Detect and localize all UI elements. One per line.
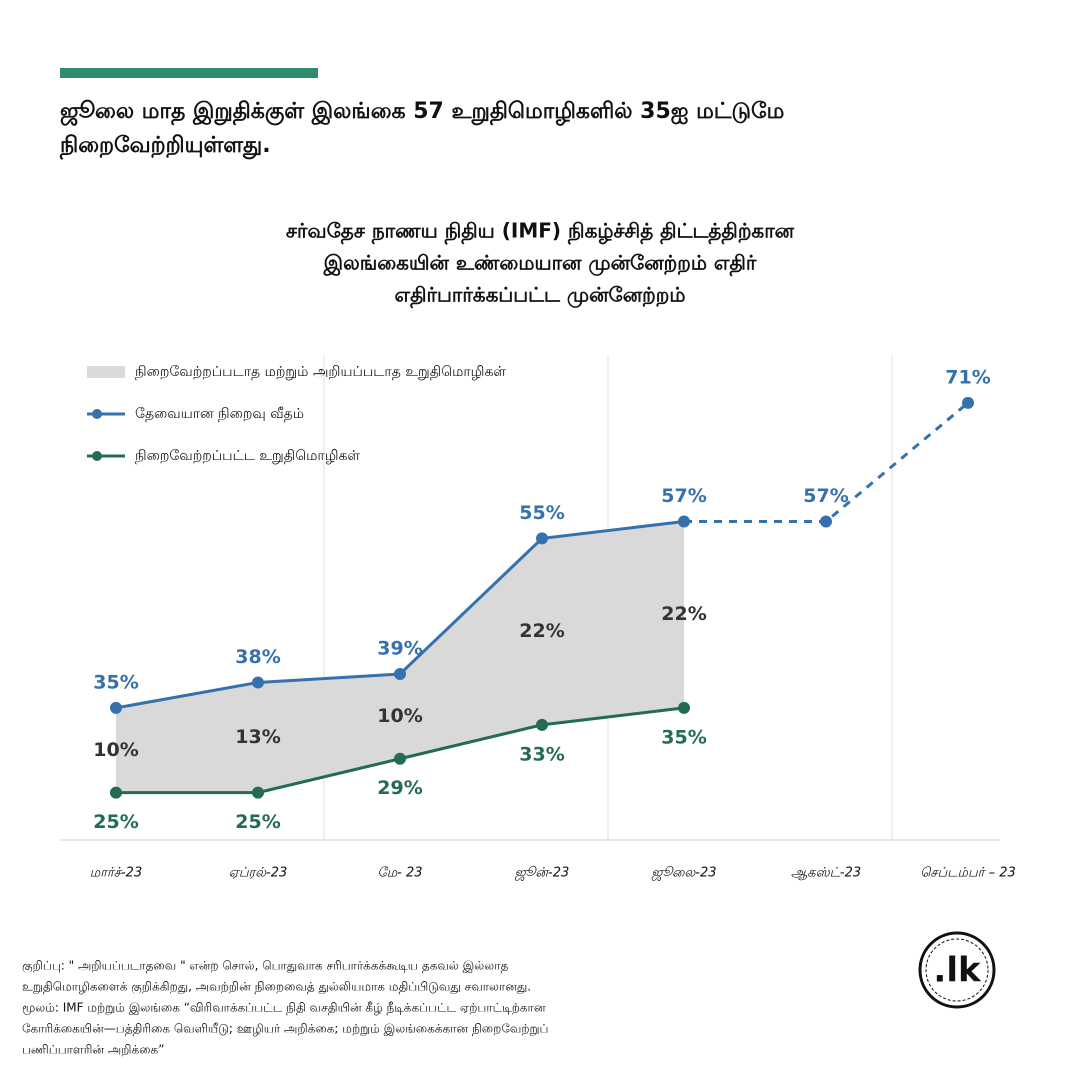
value-label: 39% xyxy=(377,638,422,660)
point xyxy=(394,752,406,765)
x-tick-label: ஜூன்-23 xyxy=(514,866,570,882)
logo-ring xyxy=(918,931,996,1009)
point xyxy=(536,718,548,731)
value-label: 33% xyxy=(519,743,564,765)
legend-dot xyxy=(92,451,102,461)
value-label: 38% xyxy=(235,646,280,668)
area-label: 10% xyxy=(377,705,422,727)
logo: .lk xyxy=(933,951,982,991)
x-tick-label: மார்ச்-23 xyxy=(90,866,142,881)
value-label: 35% xyxy=(93,671,138,693)
x-tick-label: ஜூலை-23 xyxy=(650,866,716,882)
point xyxy=(252,786,264,799)
point xyxy=(536,532,548,545)
value-label: 57% xyxy=(803,485,848,507)
point xyxy=(110,786,122,799)
area-label: 22% xyxy=(661,603,706,625)
point xyxy=(962,396,974,409)
x-tick-label: செப்டம்பர் – 23 xyxy=(920,866,1016,881)
value-label: 71% xyxy=(945,366,990,388)
area-label: 22% xyxy=(519,620,564,642)
area-label: 13% xyxy=(235,726,280,748)
chart-title: சர்வதேச நாணய நிதிய (IMF) நிகழ்ச்சித் திட… xyxy=(286,219,795,246)
chart-title: இலங்கையின் உண்மையான முன்னேற்றம் எதிர் xyxy=(323,251,757,277)
point xyxy=(394,668,406,680)
legend-label: நிறைவேற்றப்பட்ட உறுதிமொழிகள் xyxy=(135,448,360,464)
page-title: நிறைவேற்றியுள்ளது. xyxy=(59,133,271,160)
legend-label: தேவையான நிறைவு வீதம் xyxy=(135,406,304,422)
area-label: 10% xyxy=(93,739,138,761)
value-label: 25% xyxy=(93,811,138,833)
logo-inner xyxy=(925,938,989,1002)
footnote: மூலம்: IMF மற்றும் இலங்கை “விரிவாக்கப்பட… xyxy=(22,1001,546,1016)
value-label: 35% xyxy=(661,726,706,748)
accent-bar xyxy=(60,68,318,78)
point xyxy=(678,515,690,528)
point xyxy=(252,676,264,689)
legend-swatch xyxy=(87,366,125,378)
footnote: உறுதிமொழிகளைக் குறிக்கிறது, அவற்றின் நிற… xyxy=(22,980,531,995)
value-label: 55% xyxy=(519,502,564,524)
legend-dot xyxy=(92,409,102,419)
chart-title: எதிர்பார்க்கப்பட்ட முன்னேற்றம் xyxy=(395,283,686,309)
x-tick-label: மே- 23 xyxy=(377,866,422,881)
point xyxy=(820,515,832,528)
x-tick-label: ஆகஸ்ட்-23 xyxy=(791,866,861,881)
value-label: 25% xyxy=(235,811,280,833)
legend-label: நிறைவேற்றப்படாத மற்றும் அறியப்படாத உறுதி… xyxy=(135,364,506,380)
footnote: கோரிக்கையின்—பத்திரிகை வெளியீடு; ஊழியர் … xyxy=(22,1022,548,1037)
footnote: குறிப்பு: " அறியப்படாதவை " என்ற சொல், பொ… xyxy=(22,959,509,974)
footnote: பணிப்பாளரின் அறிக்கை” xyxy=(22,1043,164,1057)
page-title: ஜூலை மாத இறுதிக்குள் இலங்கை 57 உறுதிமொழி… xyxy=(60,99,784,126)
point xyxy=(110,701,122,714)
value-label: 57% xyxy=(661,485,706,507)
x-tick-label: ஏப்ரல்-23 xyxy=(229,866,288,881)
value-label: 29% xyxy=(377,777,422,799)
point xyxy=(678,701,690,714)
